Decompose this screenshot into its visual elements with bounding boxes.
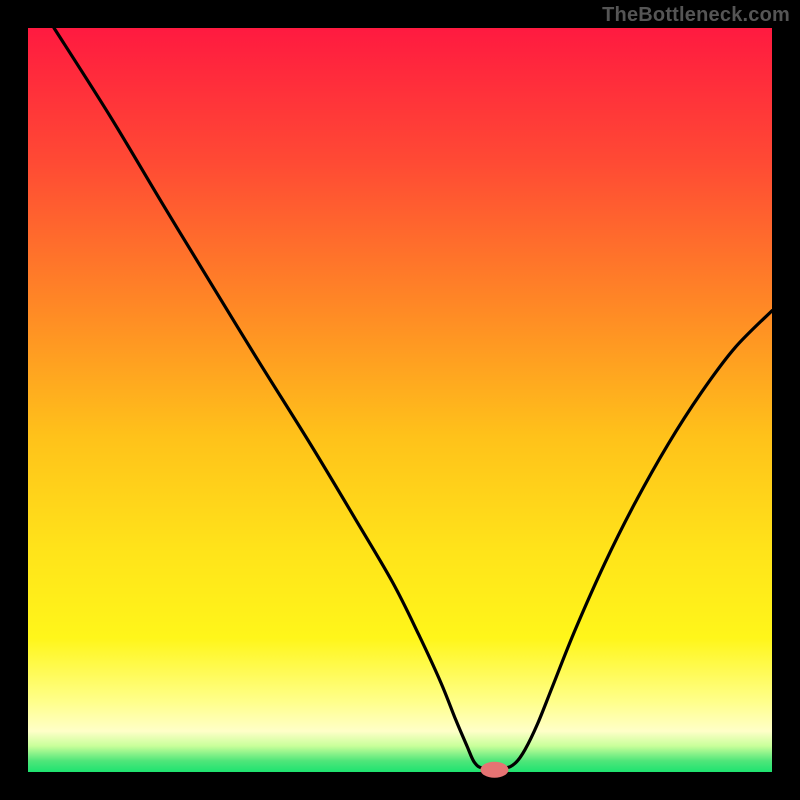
chart-stage: TheBottleneck.com [0, 0, 800, 800]
chart-svg [0, 0, 800, 800]
optimal-point-marker [480, 762, 508, 778]
plot-background [28, 28, 772, 772]
watermark-text: TheBottleneck.com [602, 4, 790, 27]
